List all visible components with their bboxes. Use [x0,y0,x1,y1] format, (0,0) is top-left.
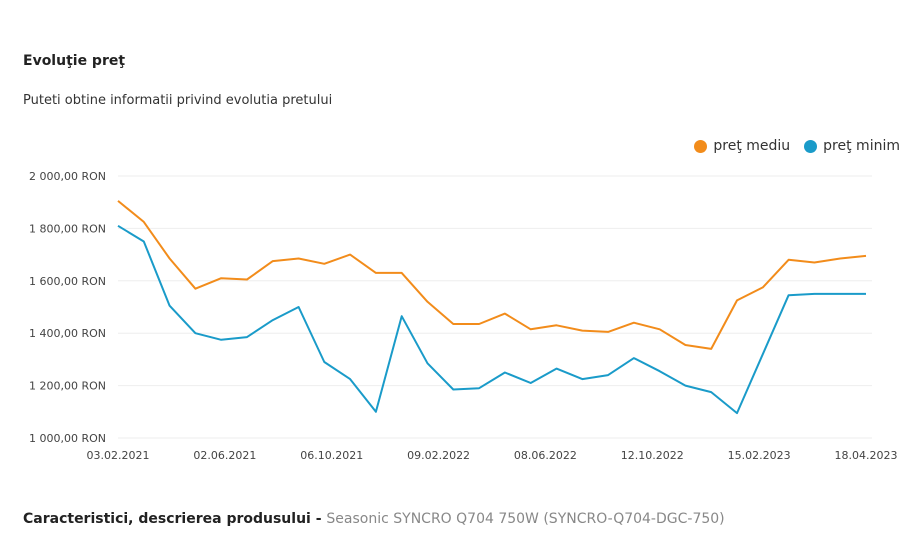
section-subtitle: Puteti obtine informatii privind evoluti… [23,93,333,108]
y-tick-label: 1 400,00 RON [29,327,106,340]
y-tick-label: 1 200,00 RON [29,380,106,393]
price-chart: 1 000,00 RON 1 200,00 RON 1 400,00 RON 1 60… [29,170,898,462]
legend-dot-icon [804,139,818,153]
legend-item-pret-minim[interactable]: preţ minim [804,138,900,154]
x-tick-label: 08.06.2022 [514,449,577,462]
series-line-pret-minim [117,224,866,415]
legend-label: preţ minim [823,138,900,154]
x-tick-label: 12.10.2022 [621,449,684,462]
x-tick-label: 09.02.2022 [407,449,470,462]
y-tick-label: 1 000,00 RON [29,432,106,445]
chart-legend: preţ mediu preţ minim [694,138,900,154]
product-heading: Caracteristici, descrierea produsului - … [23,511,725,527]
x-tick-label: 02.06.2021 [193,449,256,462]
product-name-link[interactable]: Seasonic SYNCRO Q704 750W (SYNCRO-Q704-D… [326,511,725,527]
legend-item-pret-mediu[interactable]: preţ mediu [694,138,790,154]
y-tick-label: 1 600,00 RON [29,275,106,288]
legend-label: preţ mediu [713,138,791,154]
section-title: Evoluţie preţ [23,53,126,69]
y-tick-label: 2 000,00 RON [29,170,106,183]
x-tick-label: 15.02.2023 [728,449,791,462]
series-line-pret-mediu [117,200,867,350]
x-tick-label: 06.10.2021 [300,449,363,462]
x-tick-label: 03.02.2021 [87,449,150,462]
y-tick-label: 1 800,00 RON [29,222,106,235]
x-tick-label: 18.04.2023 [835,449,898,462]
product-heading-label: Caracteristici, descrierea produsului - [23,511,327,527]
legend-dot-icon [694,139,708,153]
